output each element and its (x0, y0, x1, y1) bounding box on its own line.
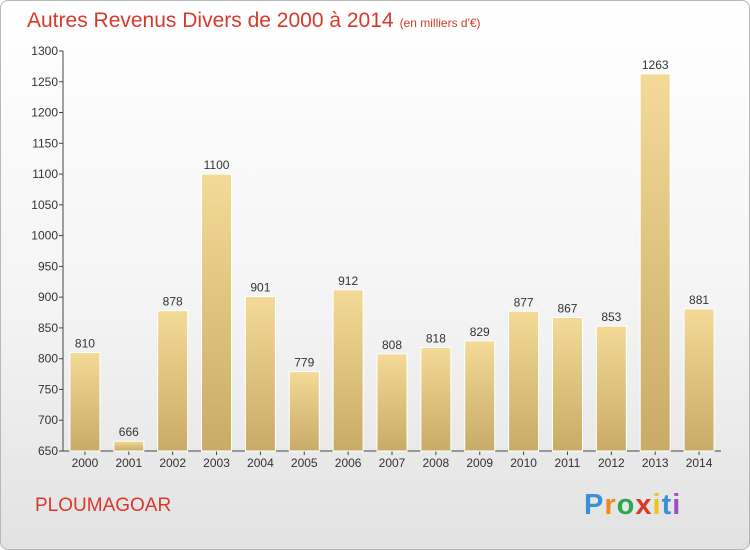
logo-letter: i (652, 489, 662, 521)
y-tick-label: 1050 (31, 198, 58, 212)
y-tick-label: 1200 (31, 106, 58, 120)
x-tick-label: 2002 (159, 456, 186, 470)
bar-value-label: 810 (75, 337, 95, 351)
chart-title: Autres Revenus Divers de 2000 à 2014 (en … (27, 9, 481, 33)
y-tick-label: 650 (38, 444, 58, 458)
bar-value-label: 853 (601, 310, 621, 324)
bar-value-label: 808 (382, 338, 402, 352)
bar (420, 347, 452, 452)
y-tick-label: 900 (38, 290, 58, 304)
y-tick-label: 750 (38, 382, 58, 396)
bar-value-label: 666 (119, 425, 139, 439)
bar (508, 310, 540, 452)
y-tick-label: 1000 (31, 229, 58, 243)
x-tick-label: 2014 (686, 456, 713, 470)
x-tick-label: 2001 (115, 456, 142, 470)
bar (639, 73, 671, 452)
bar-value-label: 779 (294, 356, 314, 370)
x-tick-label: 2005 (291, 456, 318, 470)
y-tick-label: 1300 (31, 44, 58, 58)
bar (464, 340, 496, 452)
bar-value-label: 829 (470, 325, 490, 339)
bar-value-label: 867 (557, 301, 577, 315)
chart-unit-text: (en milliers d'€) (399, 16, 481, 30)
bar-value-label: 901 (250, 281, 270, 295)
bar (201, 173, 233, 452)
bar-value-label: 877 (514, 295, 534, 309)
bar-value-label: 818 (426, 332, 446, 346)
bar-value-label: 1263 (642, 58, 669, 72)
x-tick-label: 2013 (642, 456, 669, 470)
bar (595, 325, 627, 452)
y-tick-label: 1150 (32, 136, 58, 150)
x-tick-label: 2009 (466, 456, 493, 470)
bar-value-label: 878 (163, 295, 183, 309)
x-tick-label: 2007 (379, 456, 406, 470)
y-tick-label: 1100 (32, 167, 58, 181)
x-tick-label: 2004 (247, 456, 274, 470)
bar (157, 310, 189, 452)
logo-letter: o (616, 489, 636, 521)
logo-letter: x (635, 489, 653, 521)
bar (69, 352, 101, 452)
y-tick-label: 800 (38, 352, 58, 366)
bar (244, 296, 276, 452)
chart-title-text: Autres Revenus Divers de 2000 à 2014 (27, 9, 394, 32)
bar-value-label: 1100 (204, 158, 230, 172)
bar (288, 371, 320, 452)
x-tick-label: 2003 (203, 456, 230, 470)
y-tick-label: 950 (38, 259, 58, 273)
bar (376, 353, 408, 452)
y-tick-label: 1250 (31, 75, 58, 89)
proxiti-logo: Proxiti (584, 489, 681, 522)
bar (332, 289, 364, 452)
commune-name: PLOUMAGOAR (35, 495, 172, 516)
x-tick-label: 2006 (335, 456, 362, 470)
x-tick-label: 2008 (423, 456, 450, 470)
y-tick-label: 850 (38, 321, 58, 335)
x-tick-label: 2011 (555, 456, 581, 470)
x-tick-label: 2000 (72, 456, 99, 470)
bar (113, 440, 145, 452)
logo-letter: r (604, 489, 617, 521)
logo-letter: i (672, 489, 682, 521)
y-tick-label: 700 (38, 413, 58, 427)
bar-value-label: 912 (338, 274, 358, 288)
bar (551, 316, 583, 452)
logo-letter: P (584, 489, 605, 521)
bar-value-label: 881 (689, 293, 709, 307)
logo-letter: t (661, 489, 673, 521)
bar (683, 308, 715, 452)
x-tick-label: 2012 (598, 456, 625, 470)
x-tick-label: 2010 (510, 456, 537, 470)
